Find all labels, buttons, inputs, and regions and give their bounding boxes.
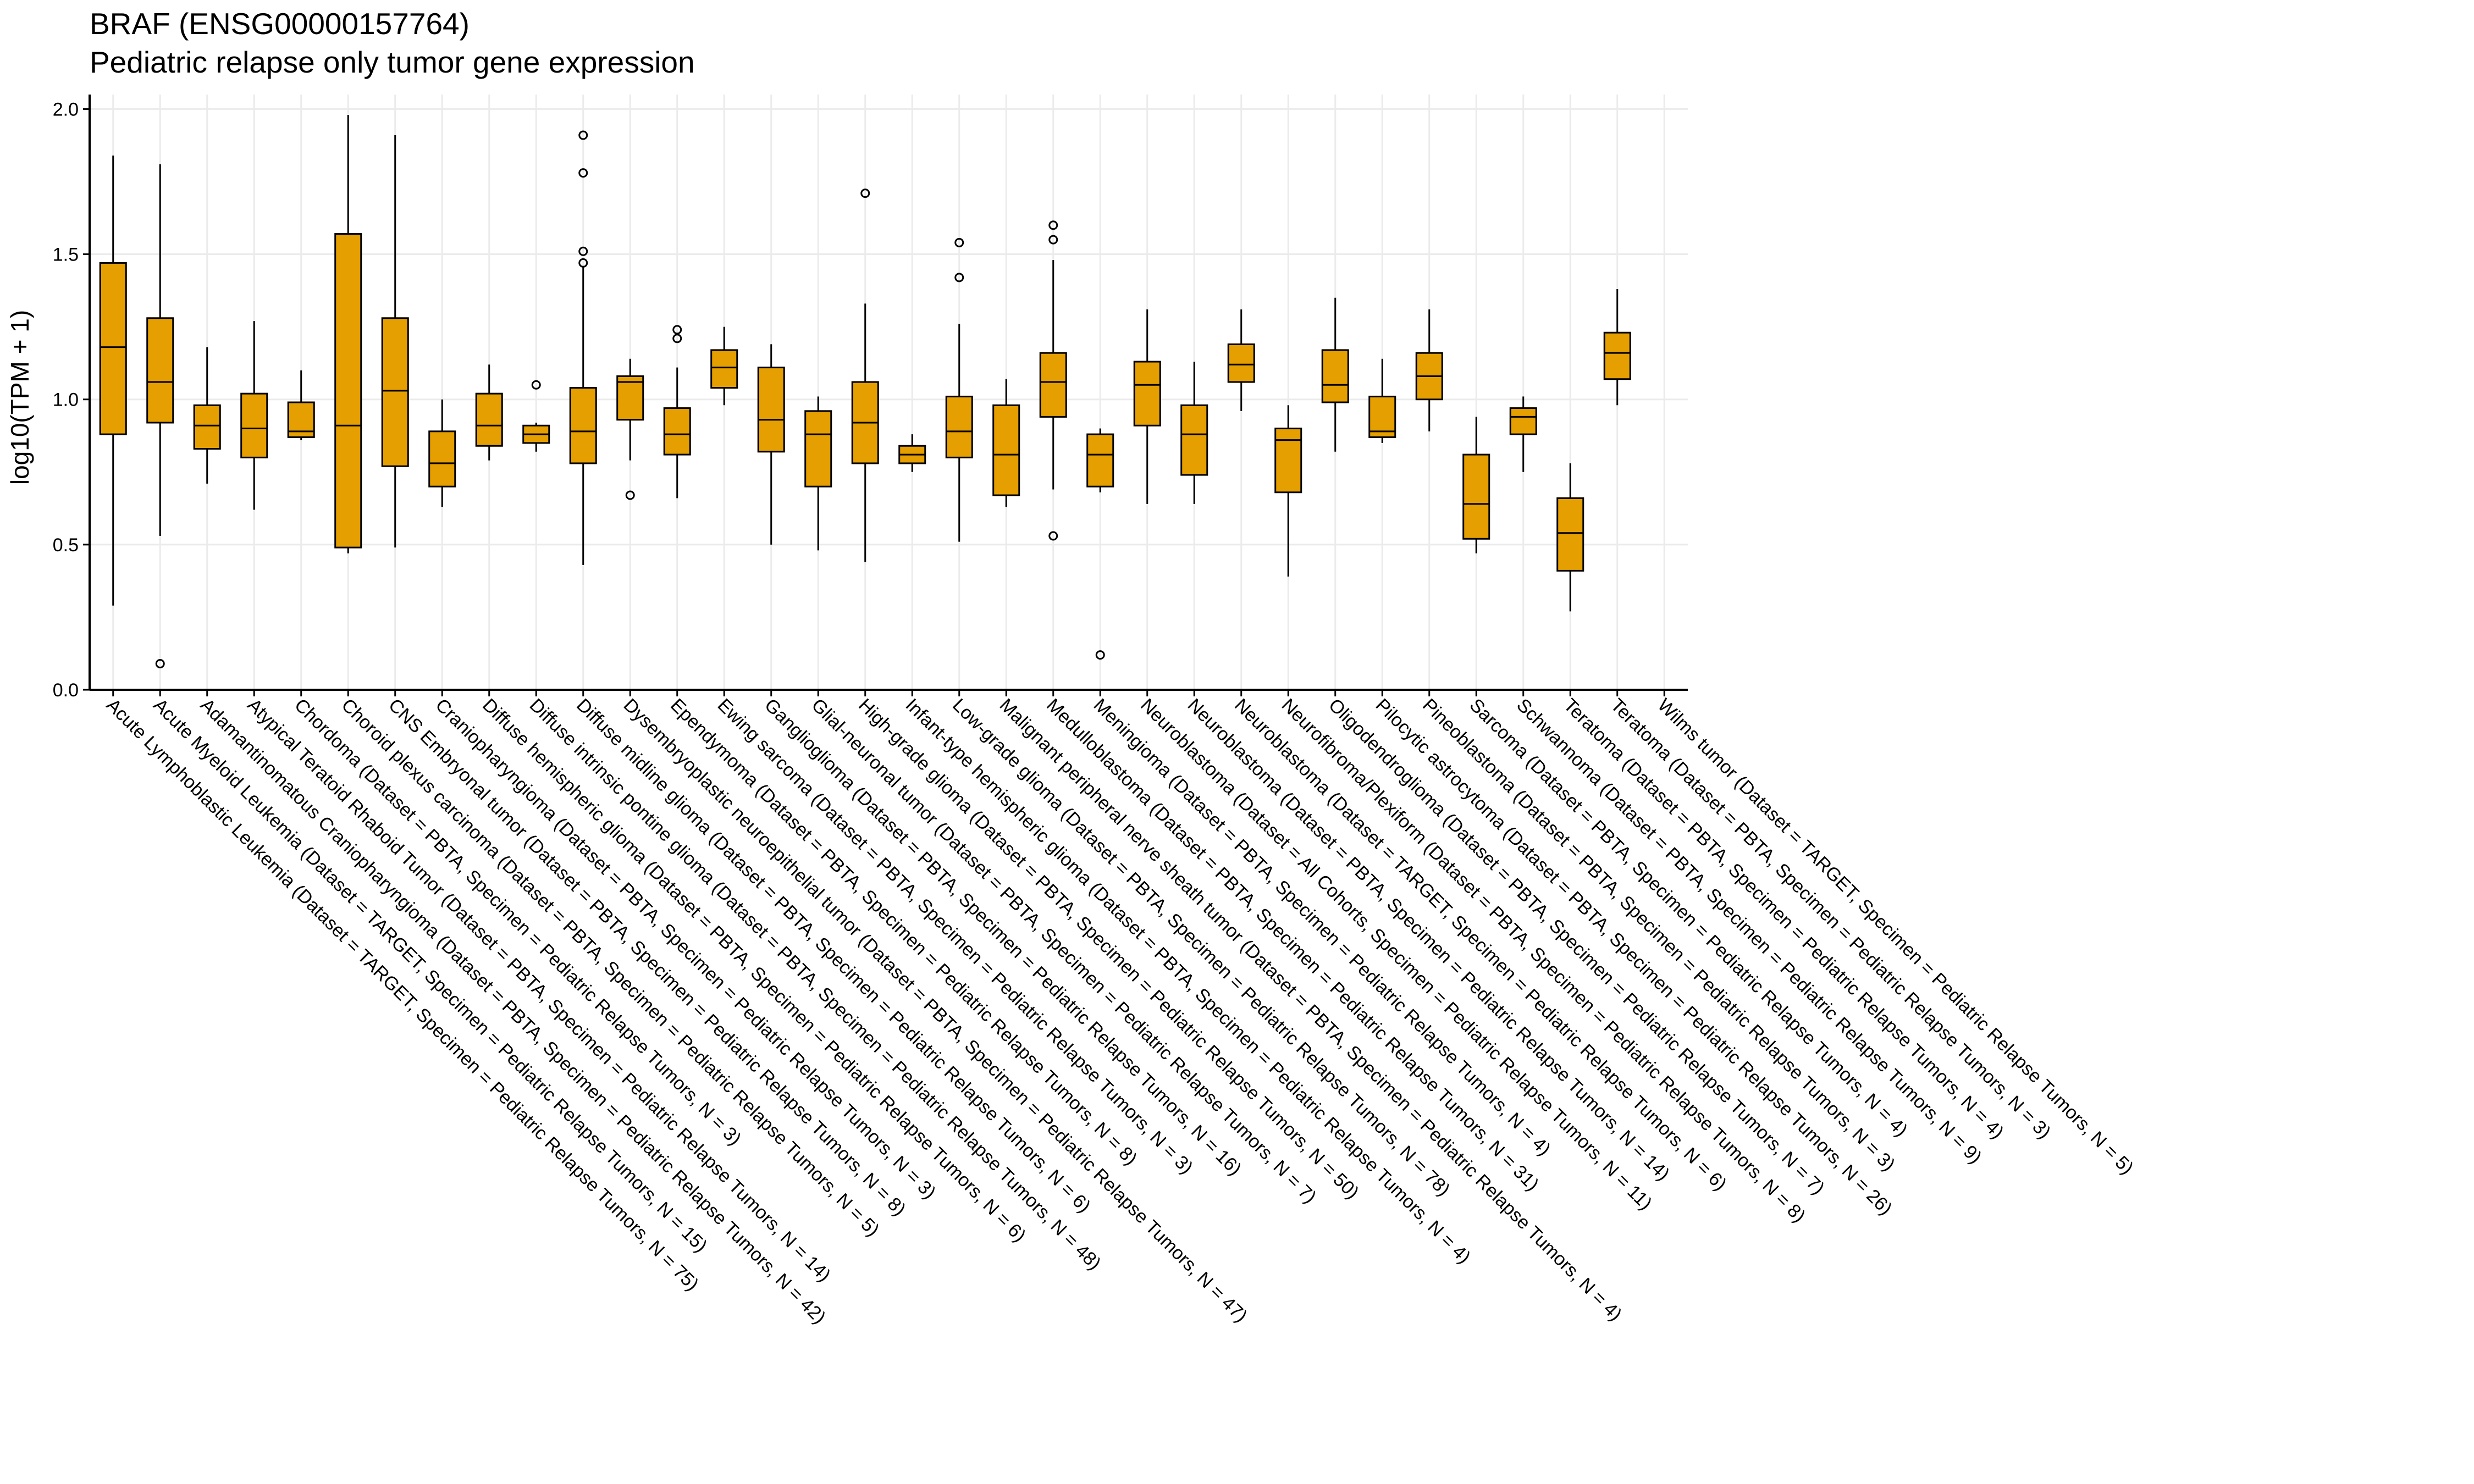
box-group bbox=[992, 379, 1020, 507]
box bbox=[663, 407, 691, 456]
box-group bbox=[898, 434, 926, 472]
outlier-point bbox=[1048, 220, 1058, 230]
box bbox=[428, 430, 456, 488]
boxes bbox=[99, 114, 1631, 668]
box-group bbox=[1039, 220, 1067, 541]
outlier-point bbox=[954, 273, 964, 283]
outlier-point bbox=[1095, 650, 1105, 660]
box-group bbox=[1227, 309, 1255, 411]
box bbox=[334, 233, 362, 549]
box bbox=[193, 404, 221, 450]
box-group bbox=[804, 396, 832, 551]
box-group bbox=[569, 130, 597, 565]
box bbox=[1086, 433, 1114, 488]
outlier-point bbox=[578, 168, 588, 178]
box-group bbox=[616, 358, 644, 500]
box bbox=[569, 387, 597, 464]
box bbox=[1227, 343, 1255, 383]
box-group bbox=[428, 399, 456, 507]
box bbox=[475, 392, 503, 447]
box-group bbox=[193, 347, 221, 484]
box bbox=[1509, 407, 1537, 435]
box bbox=[992, 404, 1020, 496]
box-group bbox=[522, 380, 550, 452]
box-group bbox=[1556, 463, 1584, 612]
box bbox=[146, 317, 174, 424]
box-group bbox=[1133, 309, 1161, 504]
outlier-point bbox=[672, 334, 682, 344]
box bbox=[99, 262, 127, 435]
outlier-point bbox=[578, 258, 588, 268]
grid bbox=[90, 95, 1688, 691]
box-group bbox=[710, 326, 738, 406]
box bbox=[1462, 453, 1490, 540]
y-tick-label: 1.5 bbox=[53, 245, 79, 265]
outlier-point bbox=[1048, 531, 1058, 541]
chart-subtitle: Pediatric relapse only tumor gene expres… bbox=[90, 45, 695, 79]
box bbox=[1039, 352, 1067, 418]
outlier-point bbox=[860, 189, 870, 198]
y-tick-label: 1.0 bbox=[53, 390, 79, 411]
box bbox=[1556, 497, 1584, 572]
box-group bbox=[1415, 309, 1443, 431]
box-group bbox=[851, 189, 879, 562]
box-group bbox=[381, 135, 409, 548]
box-group bbox=[146, 164, 174, 668]
box bbox=[1603, 331, 1631, 380]
box bbox=[240, 392, 268, 458]
box bbox=[945, 395, 973, 458]
box-group bbox=[287, 370, 315, 440]
box bbox=[757, 367, 785, 453]
box-group bbox=[1086, 428, 1114, 660]
box bbox=[1180, 404, 1208, 476]
outlier-point bbox=[531, 380, 541, 390]
box bbox=[1274, 428, 1302, 494]
box bbox=[710, 349, 738, 389]
box-group bbox=[1321, 297, 1349, 452]
box-group bbox=[1509, 396, 1537, 472]
box-group bbox=[1180, 362, 1208, 504]
y-tick-label: 0.0 bbox=[53, 680, 79, 701]
box bbox=[1321, 349, 1349, 403]
outlier-point bbox=[578, 246, 588, 256]
outlier-point bbox=[155, 658, 165, 668]
outlier-point bbox=[954, 237, 964, 247]
box-group bbox=[1368, 358, 1396, 443]
box-group bbox=[240, 321, 268, 510]
chart-title: BRAF (ENSG00000157764) bbox=[90, 7, 470, 41]
outlier-point bbox=[1048, 235, 1058, 245]
y-axis-title: log10(TPM + 1) bbox=[5, 310, 34, 485]
y-tick-label: 2.0 bbox=[53, 99, 79, 120]
axes: 0.0 0.5 1.0 1.5 2.0 bbox=[53, 95, 1688, 701]
box-group bbox=[1274, 405, 1302, 577]
category-labels: Acute Lymphoblastic Leukemia (Dataset = … bbox=[102, 695, 2138, 1328]
box-group bbox=[334, 114, 362, 553]
box-group bbox=[1603, 289, 1631, 406]
box-group bbox=[99, 155, 127, 606]
box bbox=[1368, 395, 1396, 438]
outlier-point bbox=[672, 325, 682, 335]
box-group bbox=[475, 364, 503, 461]
box-group bbox=[757, 344, 785, 545]
box-group bbox=[945, 237, 973, 542]
box bbox=[1133, 361, 1161, 427]
box-group bbox=[1462, 417, 1490, 553]
outlier-point bbox=[625, 490, 635, 500]
outlier-point bbox=[578, 130, 588, 140]
y-tick-label: 0.5 bbox=[53, 535, 79, 556]
box bbox=[616, 375, 644, 421]
box bbox=[804, 410, 832, 488]
box-group bbox=[663, 325, 691, 499]
box bbox=[381, 317, 409, 467]
